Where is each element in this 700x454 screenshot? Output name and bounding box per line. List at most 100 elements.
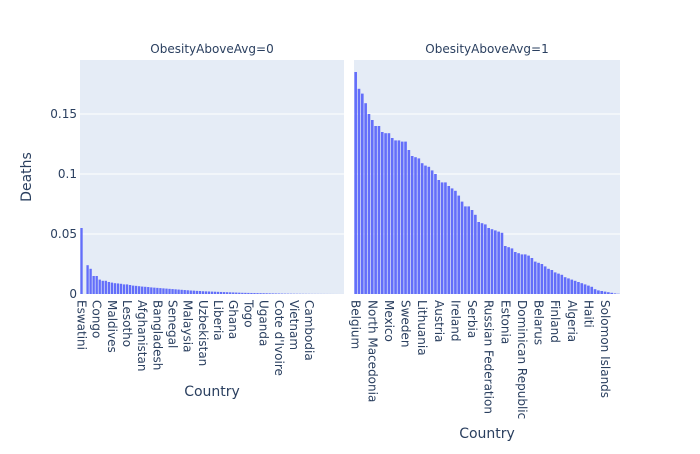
bar (491, 229, 494, 294)
bar (431, 170, 434, 294)
bar (481, 223, 484, 294)
bar (193, 291, 195, 294)
bar (229, 292, 231, 294)
bar (444, 182, 447, 294)
y-tick-label: 0.05 (50, 227, 77, 241)
bar (424, 166, 427, 294)
bar (437, 180, 440, 294)
bar (120, 284, 122, 294)
bar (371, 120, 374, 294)
plot-background (354, 60, 620, 294)
bar (138, 286, 140, 294)
plot-background (80, 60, 344, 294)
bar (196, 291, 198, 294)
bar (102, 281, 104, 294)
x-tick-label: Afghanistan (135, 300, 149, 371)
bar (388, 133, 391, 294)
x-tick-label: Haiti (581, 300, 595, 328)
bar (511, 248, 514, 294)
bar (244, 293, 246, 294)
bar (580, 283, 583, 294)
bar (150, 287, 152, 294)
bar (564, 277, 567, 294)
bar (368, 114, 371, 294)
bar (159, 288, 161, 294)
bar (117, 283, 119, 294)
bar (610, 293, 613, 294)
bar (214, 292, 216, 294)
bar (226, 292, 228, 294)
bar (521, 254, 524, 294)
bar (441, 182, 444, 294)
x-tick-label: Bangladesh (150, 300, 164, 370)
bar (497, 232, 500, 294)
bar (253, 293, 255, 294)
x-tick-label: Dominican Republic (515, 300, 529, 419)
bar (262, 293, 264, 294)
bar (114, 283, 116, 294)
bar (590, 287, 593, 294)
bar (381, 132, 384, 294)
bar (398, 140, 401, 294)
bar (514, 252, 517, 294)
bar (574, 281, 577, 294)
bar (494, 230, 497, 294)
facet-title: ObesityAboveAvg=0 (150, 42, 273, 56)
x-tick-label: Belarus (532, 300, 546, 345)
x-tick-label: Serbia (465, 300, 479, 338)
x-tick-label: Ghana (226, 300, 240, 339)
x-tick-label: Estonia (498, 300, 512, 344)
x-tick-label: Eswatini (75, 300, 89, 350)
bar (247, 293, 249, 294)
bar (527, 256, 530, 294)
y-tick-label: 0 (69, 287, 77, 301)
bar (614, 293, 617, 294)
x-tick-label: Sweden (399, 300, 413, 347)
bar (418, 158, 421, 294)
bar (361, 94, 364, 294)
bar (471, 210, 474, 294)
bar (265, 293, 267, 294)
bar (205, 291, 207, 294)
x-tick-label: Uzbekistan (196, 300, 210, 366)
x-tick-label: Belgium (349, 300, 363, 349)
x-tick-label: Uganda (257, 300, 271, 346)
x-tick-label: Mexico (382, 300, 396, 342)
bar (272, 293, 274, 294)
y-axis-title: Deaths (19, 152, 35, 202)
x-tick-label: Russian Federation (482, 300, 496, 414)
bar (557, 274, 560, 294)
bar (594, 289, 597, 294)
bar (531, 258, 534, 294)
bar (447, 186, 450, 294)
bar (464, 206, 467, 294)
bar (217, 292, 219, 294)
bar (600, 291, 603, 294)
bar (177, 290, 179, 294)
bar (86, 265, 88, 294)
x-tick-label: Senegal (166, 300, 180, 348)
bar (524, 254, 527, 294)
x-tick-label: Cote d'Ivoire (272, 300, 286, 376)
bar (604, 292, 607, 294)
bar (190, 291, 192, 294)
bar (147, 287, 149, 294)
facet-title: ObesityAboveAvg=1 (425, 42, 548, 56)
x-tick-label: Finland (548, 300, 562, 343)
bar (451, 188, 454, 294)
bar (256, 293, 258, 294)
bar (454, 191, 457, 294)
bar (607, 292, 610, 294)
bar (584, 284, 587, 294)
bar (275, 293, 277, 294)
bar (268, 293, 270, 294)
bar (211, 292, 213, 294)
x-tick-label: Malaysia (181, 300, 195, 352)
x-tick-label: Algeria (565, 300, 579, 342)
x-tick-label: Ireland (448, 300, 462, 342)
x-tick-label: North Macedonia (365, 300, 379, 402)
bar (477, 222, 480, 294)
